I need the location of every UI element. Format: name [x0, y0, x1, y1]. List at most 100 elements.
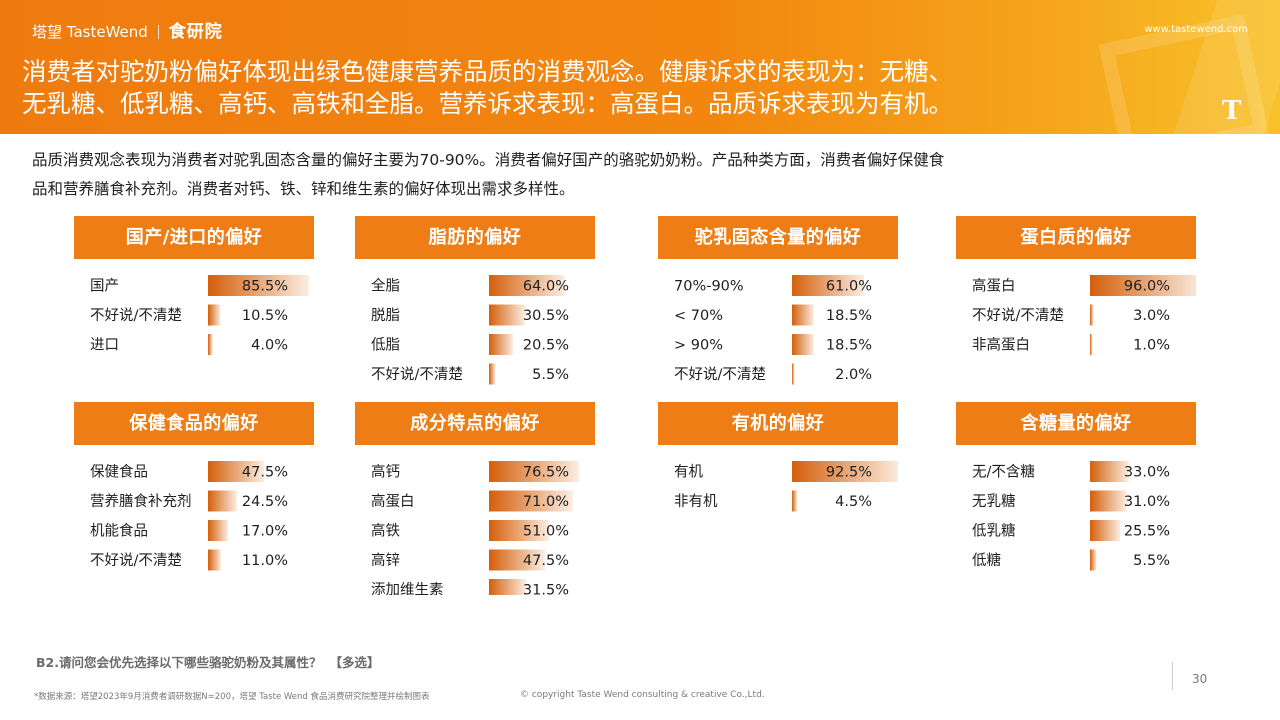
page-headline: 消费者对驼奶粉偏好体现出绿色健康营养品质的消费观念。健康诉求的表现为：无糖、 无…	[22, 56, 1202, 120]
value-label: 64.0%	[523, 279, 569, 295]
logo: 塔望 TasteWend 食研院	[32, 17, 223, 42]
bar-chart-ingredients: 高钙 76.5% 高蛋白 71.0% 高铁 51.0% 高锌 47.5% 添加维生素 31.5%	[371, 461, 580, 600]
category-label: < 70%	[674, 308, 723, 324]
bar	[208, 275, 309, 296]
question-text: B2.请问您会优先选择以下哪些骆驼奶粉及其属性？	[36, 655, 322, 670]
chart-title: 驼乳固态含量的偏好	[658, 216, 898, 259]
bar	[489, 275, 565, 296]
bar-chart-health-food: 保健食品 47.5% 营养膳食补充剂 24.5% 机能食品 17.0% 不好说/不清楚 11.…	[90, 461, 288, 571]
value-label: 10.5%	[242, 308, 288, 324]
category-label: 无/不含糖	[972, 464, 1035, 481]
chart-title: 脂肪的偏好	[355, 216, 595, 259]
corner-t-mark: T	[1222, 96, 1242, 126]
value-label: 5.5%	[532, 367, 569, 383]
value-label: 30.5%	[523, 308, 569, 324]
bar	[208, 490, 237, 512]
value-label: 24.5%	[242, 494, 288, 510]
logo-institute: 食研院	[168, 22, 223, 42]
value-label: 61.0%	[826, 279, 872, 295]
bar	[792, 490, 798, 512]
bar	[489, 549, 546, 571]
bar	[792, 275, 864, 296]
category-label: 不好说/不清楚	[674, 366, 766, 383]
bar	[792, 334, 814, 355]
copyright-note: © copyright Taste Wend consulting & crea…	[520, 690, 765, 700]
survey-question: B2.请问您会优先选择以下哪些骆驼奶粉及其属性？ 【多选】	[36, 652, 380, 671]
bar	[1090, 275, 1204, 296]
chart-title: 蛋白质的偏好	[956, 216, 1196, 259]
bar-chart-fat: 全脂 64.0% 脱脂 30.5% 低脂 20.5% 不好说/不清楚 5.5%	[371, 275, 569, 385]
chart-panel-sugar: 含糖量的偏好 无/不含糖 33.0% 无乳糖 31.0% 低乳糖 25.5% 低糖 5.5%	[956, 402, 1196, 599]
category-label: 不好说/不清楚	[90, 307, 182, 324]
bar	[208, 304, 221, 326]
bar	[208, 461, 265, 482]
bar	[489, 304, 525, 326]
data-source-note: *数据来源：塔望2023年9月消费者调研数据N=200，塔望 Taste Wen…	[34, 692, 430, 702]
summary-text: 品质消费观念表现为消费者对驼乳固态含量的偏好主要为70-90%。消费者偏好国产的…	[32, 146, 1252, 204]
logo-divider	[157, 25, 159, 39]
bar	[489, 461, 580, 482]
bar	[1090, 490, 1127, 512]
category-label: 高铁	[371, 523, 400, 540]
value-label: 11.0%	[242, 553, 288, 569]
chart-title: 有机的偏好	[658, 402, 898, 445]
category-label: 不好说/不清楚	[90, 552, 182, 569]
category-label: 国产	[90, 278, 119, 295]
logo-brand: 塔望 TasteWend	[32, 23, 148, 41]
chart-panel-solids: 驼乳固态含量的偏好 70%-90% 61.0% < 70% 18.5% > 90% 18.…	[658, 216, 898, 413]
chart-panel-fat: 脂肪的偏好 全脂 64.0% 脱脂 30.5% 低脂 20.5% 不好说/不清楚 5.5%	[355, 216, 595, 413]
category-label: 高蛋白	[371, 493, 415, 510]
value-label: 5.5%	[1133, 553, 1170, 569]
chart-title: 国产/进口的偏好	[74, 216, 314, 259]
value-label: 2.0%	[835, 367, 872, 383]
chart-panel-health-food: 保健食品的偏好 保健食品 47.5% 营养膳食补充剂 24.5% 机能食品 17.0% 不好…	[74, 402, 314, 599]
category-label: 营养膳食补充剂	[90, 493, 192, 510]
page-number: 30	[1192, 672, 1208, 686]
chart-panel-organic: 有机的偏好 有机 92.5% 非有机 4.5%	[658, 402, 902, 599]
value-label: 51.0%	[523, 524, 569, 540]
value-label: 33.0%	[1124, 465, 1170, 481]
chart-panel-origin: 国产/进口的偏好 国产 85.5% 不好说/不清楚 10.5% 进口 4.0%	[74, 216, 314, 413]
category-label: 添加维生素	[371, 582, 444, 596]
chart-panel-protein: 蛋白质的偏好 高蛋白 96.0% 不好说/不清楚 3.0% 非高蛋白 1.0%	[956, 216, 1204, 413]
question-tag: 【多选】	[329, 655, 380, 670]
bar	[489, 363, 496, 385]
category-label: 高蛋白	[972, 278, 1016, 295]
bar	[1090, 334, 1093, 355]
category-label: 有机	[674, 464, 703, 481]
value-label: 96.0%	[1124, 279, 1170, 295]
chart-title: 成分特点的偏好	[355, 402, 595, 445]
headline-line: 无乳糖、低乳糖、高钙、高铁和全脂。营养诉求表现：高蛋白。品质诉求表现为有机。	[22, 89, 953, 118]
bar	[792, 461, 902, 482]
category-label: 低脂	[371, 337, 400, 354]
category-label: 70%-90%	[674, 279, 744, 295]
bar	[1090, 461, 1129, 482]
value-label: 18.5%	[826, 338, 872, 354]
headline-line: 消费者对驼奶粉偏好体现出绿色健康营养品质的消费观念。健康诉求的表现为：无糖、	[22, 57, 953, 86]
category-label: 高锌	[371, 552, 400, 569]
value-label: 20.5%	[523, 338, 569, 354]
category-label: 非高蛋白	[972, 337, 1030, 354]
bar-chart-solids: 70%-90% 61.0% < 70% 18.5% > 90% 18.5% 不好说/不清楚 2…	[674, 275, 872, 385]
category-label: 保健食品	[90, 464, 148, 481]
category-label: 不好说/不清楚	[371, 366, 463, 383]
value-label: 25.5%	[1124, 524, 1170, 540]
bar	[489, 490, 573, 512]
value-label: 4.5%	[835, 494, 872, 510]
page-number-divider	[1172, 662, 1173, 690]
value-label: 4.0%	[251, 338, 288, 354]
website-url: www.tastewend.com	[1144, 24, 1248, 35]
bar	[792, 304, 814, 326]
bar	[1090, 549, 1097, 571]
value-label: 76.5%	[523, 465, 569, 481]
value-label: 47.5%	[242, 465, 288, 481]
bar	[208, 549, 221, 571]
category-label: 低糖	[972, 552, 1001, 569]
category-label: 高钙	[371, 464, 400, 481]
bar	[1090, 520, 1121, 541]
value-label: 1.0%	[1133, 338, 1170, 354]
bar	[489, 520, 550, 541]
value-label: 3.0%	[1133, 308, 1170, 324]
category-label: 全脂	[371, 277, 400, 295]
value-label: 71.0%	[523, 494, 569, 510]
